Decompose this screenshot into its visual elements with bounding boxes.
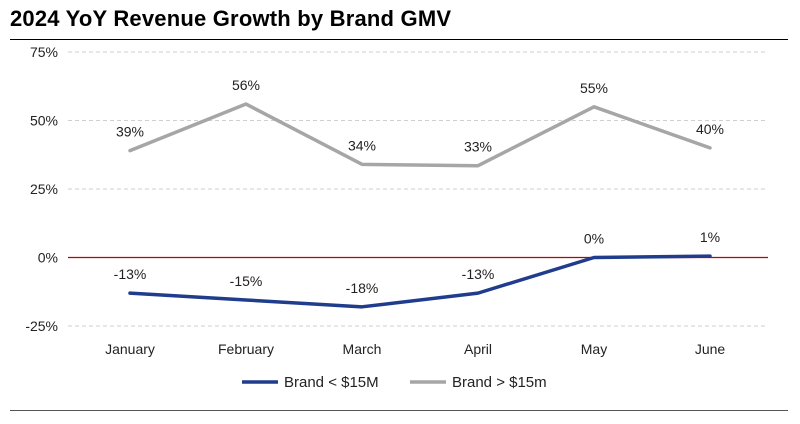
data-label: -18% (346, 280, 379, 296)
data-label: 40% (696, 121, 724, 137)
series-line-brand-over-15m (128, 102, 712, 168)
data-label: 0% (584, 231, 604, 247)
x-tick-label: June (695, 341, 726, 357)
y-tick-label: -25% (25, 318, 58, 334)
x-tick-label: May (581, 341, 607, 357)
x-tick-label: February (218, 341, 274, 357)
data-label: 33% (464, 139, 492, 155)
y-tick-label: 50% (30, 113, 58, 129)
y-tick-label: 25% (30, 181, 58, 197)
data-label: -13% (114, 266, 147, 282)
x-tick-label: January (105, 341, 155, 357)
bottom-divider (10, 410, 788, 411)
data-label: -13% (462, 266, 495, 282)
data-label: 1% (700, 229, 720, 245)
y-tick-label: 0% (38, 250, 58, 266)
title-divider (10, 39, 788, 40)
x-tick-label: March (343, 341, 382, 357)
chart-title: 2024 YoY Revenue Growth by Brand GMV (10, 6, 452, 31)
data-label: -15% (230, 273, 263, 289)
y-tick-label: 75% (30, 44, 58, 60)
data-label: 56% (232, 77, 260, 93)
data-label: 55% (580, 80, 608, 96)
legend-label: Brand > $15m (452, 374, 547, 391)
data-label: 39% (116, 124, 144, 140)
data-label: 34% (348, 137, 376, 153)
x-tick-label: April (464, 341, 492, 357)
series-line-brand-under-15m (128, 254, 712, 309)
legend-label: Brand < $15M (284, 374, 379, 391)
